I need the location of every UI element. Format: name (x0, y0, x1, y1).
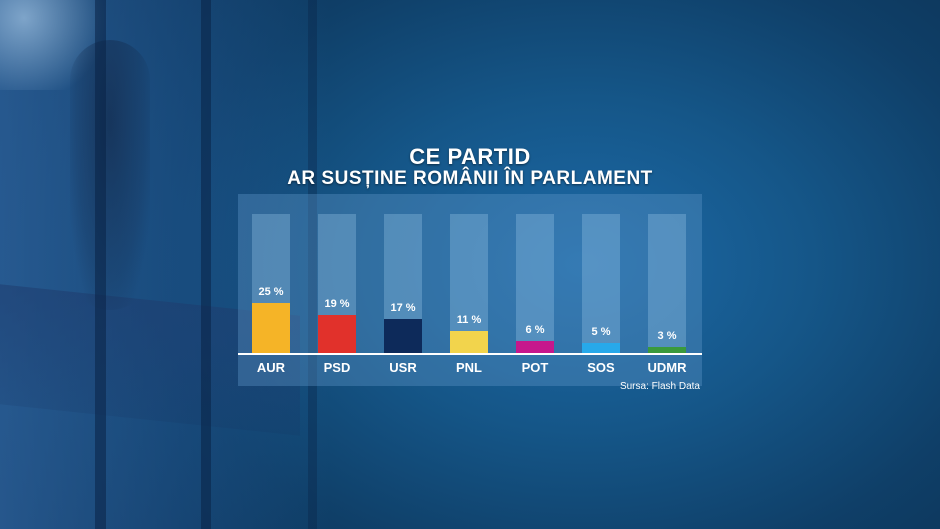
bar-aur (252, 303, 290, 353)
category-label-udmr: UDMR (647, 360, 687, 375)
chart-title: CE PARTID (409, 144, 531, 169)
bar-sos (582, 343, 620, 353)
background-gavel (70, 40, 150, 310)
value-label-psd: 19 % (324, 298, 350, 310)
bar-udmr (648, 347, 686, 353)
bar-track (450, 214, 488, 353)
bar-usr (384, 319, 422, 353)
chart-subtitle: AR SUSȚINE ROMÂNII ÎN PARLAMENT (287, 168, 653, 189)
source-note: Sursa: Flash Data (619, 381, 700, 392)
x-axis-line (238, 353, 702, 355)
bar-psd (318, 315, 356, 353)
bar-track (648, 214, 686, 353)
category-label-psd: PSD (323, 360, 351, 375)
value-label-sos: 5 % (591, 326, 611, 338)
background-stripe (95, 0, 106, 529)
category-label-pot: POT (521, 360, 549, 375)
category-label-pnl: PNL (456, 360, 482, 375)
bar-track (582, 214, 620, 353)
bar-pnl (450, 331, 488, 353)
value-label-pot: 6 % (525, 324, 545, 336)
value-label-aur: 25 % (258, 286, 284, 298)
category-label-aur: AUR (256, 360, 286, 375)
background-stripe (308, 0, 317, 529)
bar-pot (516, 341, 554, 353)
value-label-usr: 17 % (390, 302, 416, 314)
category-label-sos: SOS (587, 360, 615, 375)
value-label-pnl: 11 % (456, 314, 482, 326)
background-stripe (201, 0, 211, 529)
bar-track (516, 214, 554, 353)
value-label-udmr: 3 % (657, 330, 677, 342)
category-label-usr: USR (389, 360, 417, 375)
